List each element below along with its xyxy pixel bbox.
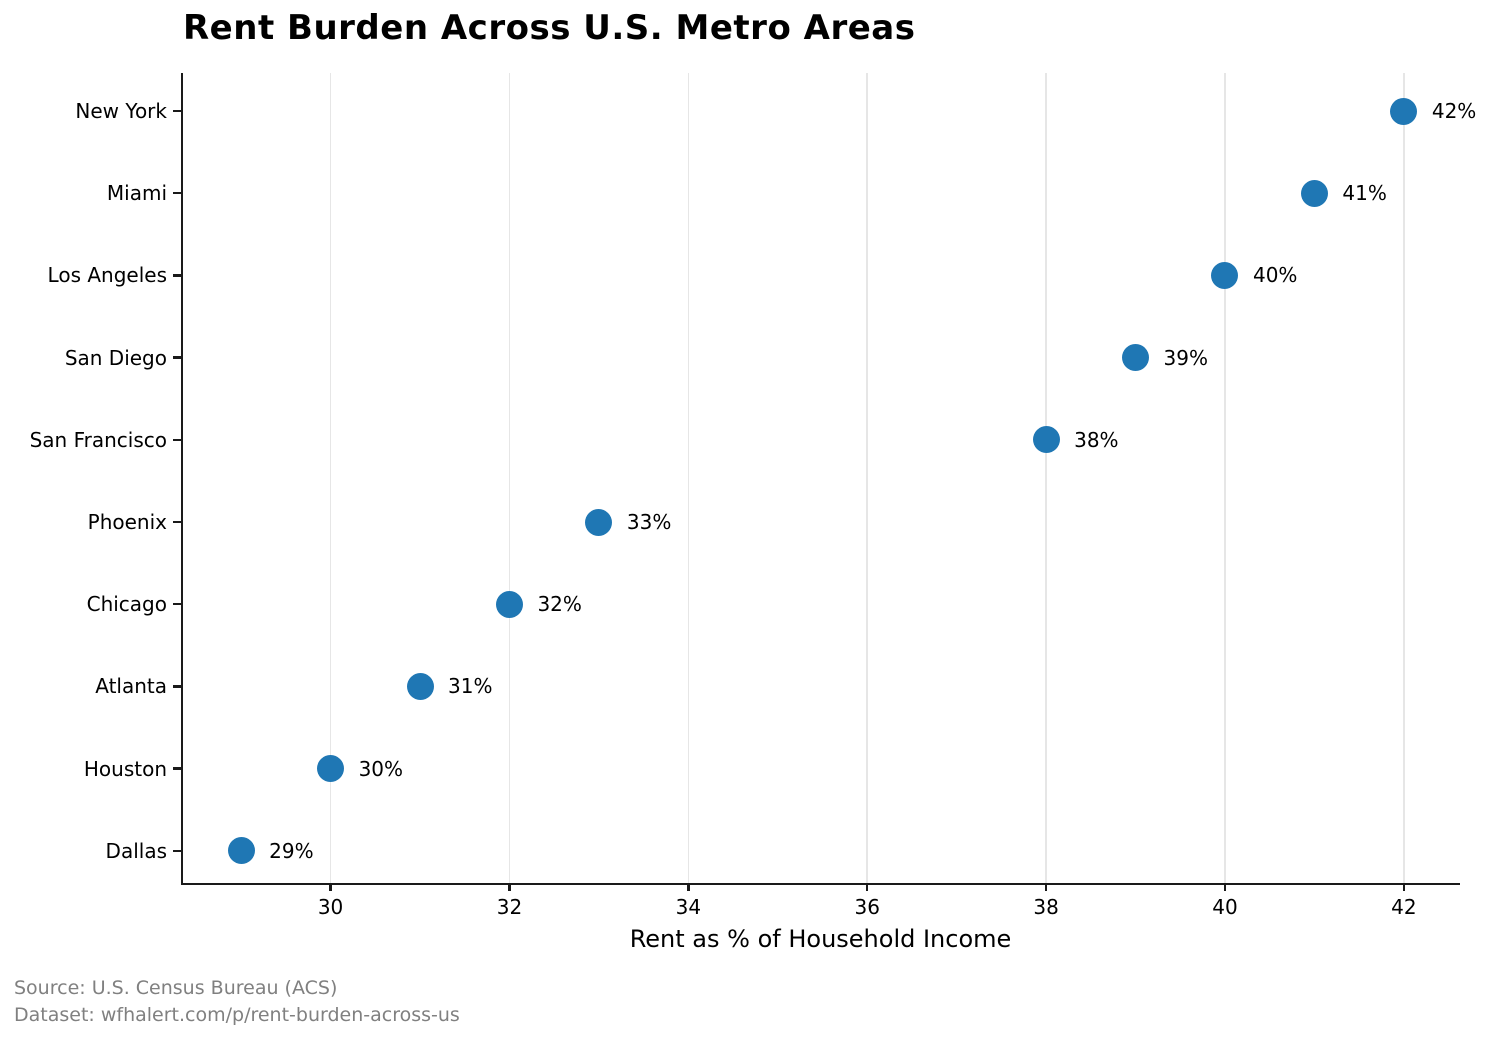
y-tick-label: Houston bbox=[83, 756, 167, 781]
chart-title: Rent Burden Across U.S. Metro Areas bbox=[183, 8, 916, 48]
y-axis-tick bbox=[172, 602, 181, 606]
data-point bbox=[1300, 179, 1328, 207]
data-point-label: 32% bbox=[537, 592, 582, 617]
data-point-label: 31% bbox=[448, 674, 493, 699]
y-tick-label: Miami bbox=[106, 181, 167, 206]
y-axis-tick bbox=[172, 191, 181, 195]
data-point-label: 40% bbox=[1252, 263, 1298, 288]
data-point-label: 39% bbox=[1163, 345, 1208, 370]
y-tick-label: Phoenix bbox=[87, 510, 167, 534]
x-tick-label: 40 bbox=[1212, 895, 1238, 919]
data-point bbox=[495, 590, 523, 618]
data-point-label: 33% bbox=[626, 510, 672, 534]
y-axis-tick bbox=[172, 685, 181, 688]
y-axis-tick bbox=[172, 438, 181, 442]
data-point bbox=[1032, 426, 1060, 454]
x-axis-tick bbox=[329, 883, 332, 891]
gridline bbox=[1045, 73, 1047, 883]
x-tick-label: 38 bbox=[1033, 895, 1059, 919]
y-axis-tick bbox=[172, 274, 181, 277]
data-point bbox=[227, 837, 255, 865]
gridline bbox=[1224, 73, 1226, 883]
y-axis-tick bbox=[172, 356, 181, 359]
gridline bbox=[508, 73, 511, 883]
gridline bbox=[687, 73, 690, 883]
x-axis-tick bbox=[865, 883, 869, 891]
y-tick-label: New York bbox=[75, 99, 167, 123]
data-point bbox=[1390, 97, 1418, 125]
data-point-label: 30% bbox=[358, 756, 404, 781]
source-note: Source: U.S. Census Bureau (ACS) bbox=[14, 977, 338, 999]
x-tick-label: 42 bbox=[1391, 895, 1417, 919]
x-tick-label: 34 bbox=[675, 895, 702, 919]
data-point-label: 41% bbox=[1342, 181, 1387, 206]
data-point-label: 29% bbox=[269, 838, 314, 863]
x-axis-label: Rent as % of Household Income bbox=[629, 925, 1012, 953]
dataset-note: Dataset: wfhalert.com/p/rent-burden-acro… bbox=[14, 1004, 460, 1026]
data-point bbox=[406, 672, 434, 700]
data-point-label: 38% bbox=[1074, 427, 1119, 452]
y-tick-label: San Diego bbox=[64, 345, 167, 370]
data-point bbox=[317, 755, 345, 783]
gridline bbox=[866, 73, 868, 883]
x-axis-tick bbox=[687, 883, 690, 891]
gridline bbox=[329, 73, 332, 883]
plot-area: 30 32 34 36 38 40 42 New York 42% Miami 41% Los Ang… bbox=[30, 73, 1476, 919]
x-axis-tick bbox=[1223, 883, 1227, 891]
y-tick-label: Chicago bbox=[86, 592, 167, 617]
y-tick-label: San Francisco bbox=[29, 427, 167, 452]
x-axis-tick bbox=[1044, 883, 1048, 891]
y-axis-tick bbox=[172, 520, 181, 524]
gridline bbox=[1403, 73, 1405, 883]
x-axis-tick bbox=[1402, 883, 1406, 891]
y-axis-tick bbox=[172, 767, 181, 770]
y-tick-label: Dallas bbox=[105, 838, 167, 863]
x-tick-label: 30 bbox=[317, 895, 344, 919]
data-point-label: 42% bbox=[1431, 99, 1477, 123]
y-axis-tick bbox=[172, 109, 181, 113]
data-point bbox=[585, 508, 613, 536]
y-axis-tick bbox=[172, 849, 181, 853]
y-tick-label: Los Angeles bbox=[47, 263, 167, 288]
x-tick-label: 36 bbox=[854, 895, 880, 919]
x-tick-label: 32 bbox=[496, 895, 523, 919]
x-axis-tick bbox=[508, 883, 511, 891]
y-tick-label: Atlanta bbox=[95, 674, 167, 699]
data-point bbox=[1211, 261, 1239, 289]
data-point bbox=[1122, 344, 1150, 372]
